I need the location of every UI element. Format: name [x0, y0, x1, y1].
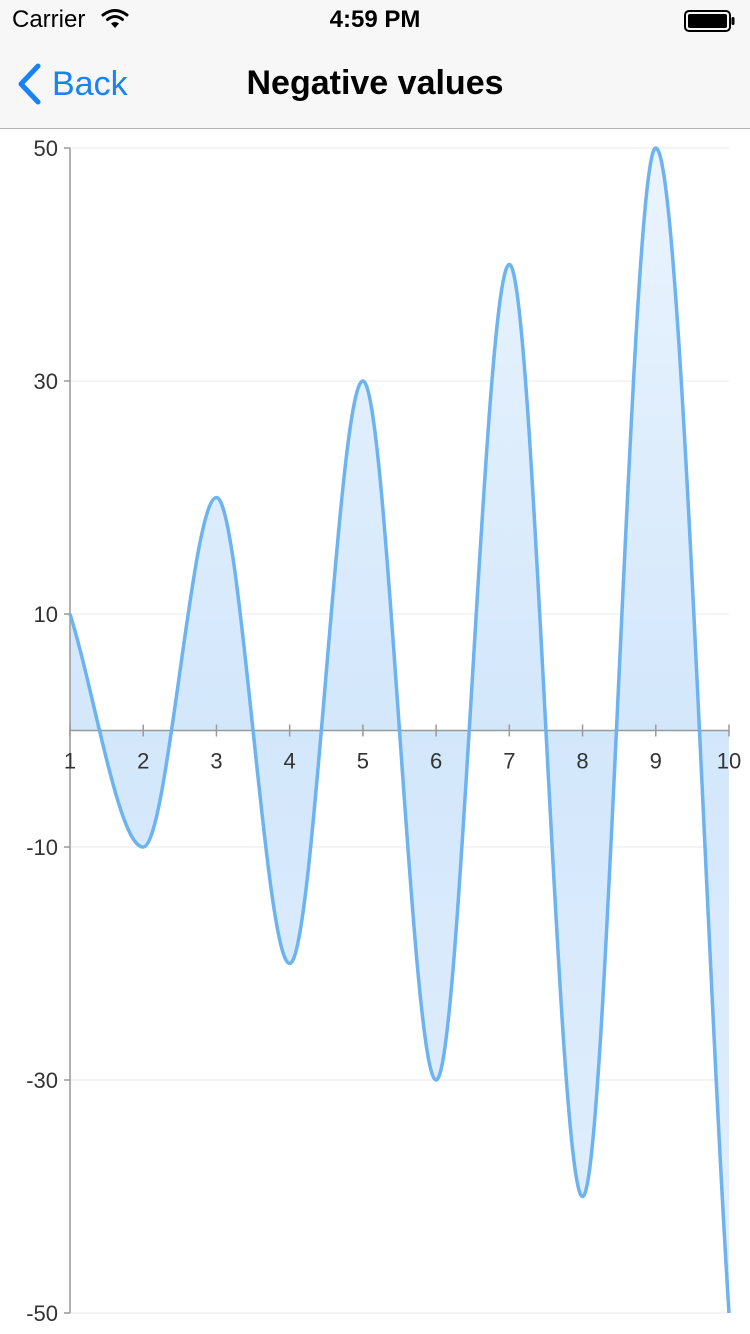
back-button[interactable]: Back: [16, 62, 128, 106]
y-tick-label: 50: [34, 136, 58, 161]
x-tick-label: 4: [284, 749, 296, 774]
y-tick-label: -50: [26, 1301, 58, 1326]
y-tick-label: -30: [26, 1068, 58, 1093]
x-tick-label: 10: [717, 749, 741, 774]
x-tick-label: 9: [650, 749, 662, 774]
area-chart: 50 30 10 -10 -30 -50 1 2 3 4 5 6 7 8 9 10: [26, 136, 741, 1326]
wifi-icon: [100, 8, 130, 35]
x-tick-label: 6: [430, 749, 442, 774]
grid-lines: [70, 147, 729, 1314]
chevron-left-icon: [18, 63, 41, 105]
battery-icon: [684, 10, 736, 37]
page-title: Negative values: [246, 64, 504, 102]
x-tick-label: 1: [64, 749, 76, 774]
navigation-bar: Back Negative values: [0, 40, 750, 129]
x-tick-label: 3: [210, 749, 222, 774]
series-line: [68, 146, 731, 1314]
x-tick-label: 5: [357, 749, 369, 774]
y-axis-ticks: 50 30 10 -10 -30 -50: [26, 136, 70, 1326]
y-tick-label: 10: [34, 602, 58, 627]
x-axis-ticks: 1 2 3 4 5 6 7 8 9 10: [64, 724, 741, 774]
status-time: 4:59 PM: [329, 6, 421, 33]
y-tick-label: -10: [26, 835, 58, 860]
back-label: Back: [52, 64, 128, 103]
status-bar: Carrier 4:59 PM: [0, 0, 750, 40]
x-tick-label: 2: [137, 749, 149, 774]
x-tick-label: 8: [576, 749, 588, 774]
y-tick-label: 30: [34, 369, 58, 394]
carrier-label: Carrier: [12, 6, 86, 33]
x-tick-label: 7: [503, 749, 515, 774]
